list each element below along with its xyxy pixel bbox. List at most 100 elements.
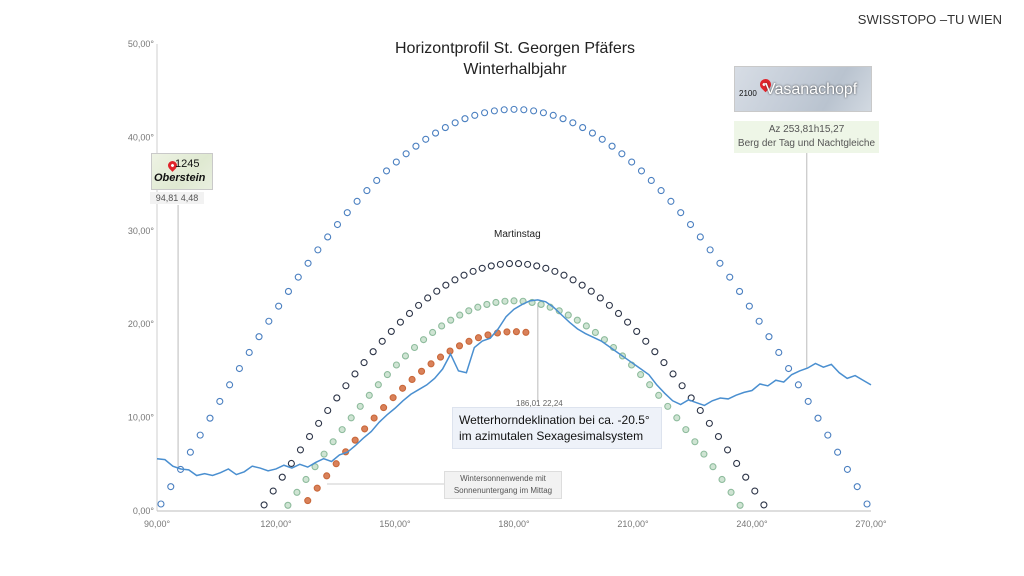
chart-title-line1: Horizontprofil St. Georgen Pfäfers: [394, 40, 636, 57]
x-tick-label: 240,00°: [736, 519, 768, 529]
sun-path-point: [320, 450, 328, 458]
sun-path-point: [378, 337, 386, 345]
sun-path-point: [433, 287, 441, 295]
sun-path-point: [315, 419, 323, 427]
sun-path-point: [484, 331, 492, 339]
sun-path-point: [542, 264, 550, 272]
oberstein-map-number: 1245: [175, 158, 200, 170]
sun-path-point: [614, 309, 623, 318]
sun-path-point: [431, 129, 440, 137]
sun-path-point: [275, 302, 283, 310]
sun-path-point: [522, 328, 530, 336]
sun-path-point: [487, 262, 495, 270]
sun-path-point: [814, 414, 822, 422]
sun-path-point: [735, 287, 744, 295]
sun-path-point: [537, 300, 545, 308]
sun-path-point: [408, 375, 416, 384]
sun-path-point: [157, 500, 165, 508]
sun-path-point: [387, 327, 395, 335]
sun-path-point: [356, 402, 364, 410]
sun-path-point: [524, 260, 532, 268]
sun-path-point: [360, 359, 368, 367]
sun-path-point: [361, 425, 369, 433]
sun-path-point: [587, 287, 595, 295]
sun-path-point: [392, 158, 400, 166]
declination-line2: im azimutalen Sexagesimalsystem: [459, 429, 644, 443]
y-tick-label: 20,00°: [128, 319, 155, 329]
sun-path-point: [481, 109, 489, 117]
sun-path-point: [245, 348, 253, 357]
sun-path-point: [410, 343, 419, 352]
martinstag-label: Martinstag: [494, 229, 541, 240]
sun-path-point: [605, 301, 613, 309]
sun-path-point: [235, 364, 243, 373]
sun-path-point: [633, 327, 641, 335]
sun-path-point: [533, 262, 541, 270]
y-tick-label: 40,00°: [128, 132, 155, 142]
sun-path-point: [651, 348, 659, 356]
sun-path-point: [420, 336, 428, 344]
sun-path-point: [284, 501, 292, 509]
chart-title-line2: Winterhalbjahr: [463, 61, 567, 78]
sun-path-point: [460, 271, 468, 279]
sun-path-point: [745, 302, 753, 310]
sun-path-point: [716, 259, 724, 267]
sun-path-point: [342, 382, 350, 390]
sun-path-point: [598, 135, 606, 143]
sun-path-point: [402, 150, 410, 158]
sun-path-point: [573, 316, 581, 324]
sun-path-point: [582, 322, 590, 330]
sun-path-point: [682, 426, 690, 434]
x-tick-label: 90,00°: [144, 519, 171, 529]
sun-path-point: [733, 459, 741, 468]
sun-path-point: [353, 197, 361, 205]
sun-path-point: [678, 382, 686, 390]
sun-path-point: [569, 119, 577, 127]
sun-path-point: [843, 465, 851, 473]
sun-path-point: [296, 446, 304, 454]
sun-path-point: [438, 322, 446, 330]
sun-path-point: [669, 370, 677, 378]
sun-path-point: [333, 220, 342, 229]
sun-path-point: [686, 220, 695, 229]
sun-path-point: [551, 267, 559, 275]
sun-path-point: [677, 209, 685, 217]
sun-path-point: [436, 353, 445, 361]
sun-path-point: [673, 414, 681, 422]
sun-path-point: [347, 414, 355, 422]
sun-path-point: [726, 273, 734, 281]
sun-path-point: [503, 328, 511, 336]
winter-solstice-line1: Wintersonnenwende mit: [460, 474, 546, 483]
sun-path-point: [512, 328, 520, 336]
declination-line1: Wetterhorndeklination bei ca. -20.5°: [459, 413, 650, 427]
sun-path-point: [351, 370, 359, 378]
sun-path-point: [255, 333, 263, 341]
sun-path-point: [696, 233, 704, 241]
sun-path-point: [278, 473, 286, 481]
sun-path-point: [824, 431, 832, 439]
sun-path-point: [287, 459, 295, 468]
sun-path-point: [691, 438, 699, 446]
sun-path-point: [628, 158, 636, 166]
sun-path-point: [323, 472, 331, 480]
sun-path-point: [373, 176, 381, 185]
sun-path-point: [260, 501, 268, 509]
sun-path-point: [418, 367, 426, 375]
sun-path-point: [304, 497, 312, 505]
sun-path-point: [329, 438, 337, 446]
sun-path-point: [564, 311, 572, 319]
sun-path-point: [510, 297, 518, 305]
sun-path-point: [196, 431, 204, 439]
sun-path-point: [492, 298, 500, 307]
sun-path-point: [311, 463, 319, 471]
x-tick-label: 120,00°: [260, 519, 292, 529]
sun-path-point: [530, 107, 538, 115]
sun-path-point: [389, 394, 397, 402]
sun-path-point: [424, 294, 432, 302]
sun-path-point: [642, 337, 650, 345]
sun-path-point: [760, 501, 768, 509]
sun-path-point: [469, 267, 477, 275]
sun-path-point: [338, 426, 346, 434]
sun-path-point: [226, 381, 234, 389]
sun-path-point: [265, 317, 273, 325]
